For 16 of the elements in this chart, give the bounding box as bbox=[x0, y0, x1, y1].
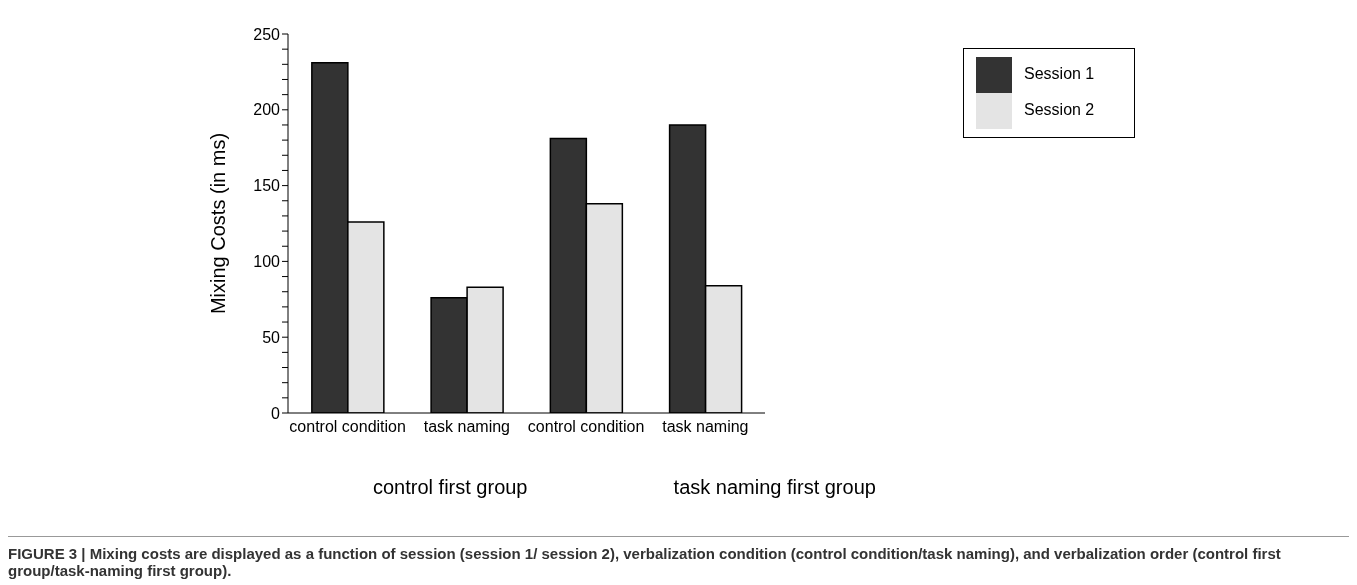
legend-label: Session 1 bbox=[1024, 65, 1095, 83]
caption: FIGURE 3 | Mixing costs are displayed as a function of session (session 1/ session 2), verbalization condition (control condition/task naming), and verbalization order (control first group/task-naming first group). bbox=[8, 536, 1349, 579]
x-tick-label: task naming bbox=[662, 418, 749, 436]
text: task naming first group bbox=[672, 476, 877, 499]
legend-label: Session 2 bbox=[1024, 101, 1095, 119]
x-tick-label: task naming bbox=[423, 418, 511, 436]
text: control first group bbox=[372, 476, 529, 499]
y-tick-label: 250 bbox=[253, 25, 281, 43]
y-tick-label: 50 bbox=[262, 328, 281, 346]
y-axis-title: Mixing Costs (in ms) bbox=[207, 132, 230, 315]
y-tick-label: 0 bbox=[271, 404, 281, 422]
x-tick-label: control condition bbox=[527, 418, 645, 436]
y-tick-label: 150 bbox=[253, 177, 281, 195]
x-tick-label: control condition bbox=[289, 418, 406, 436]
y-tick-label: 200 bbox=[253, 101, 281, 119]
y-tick-label: 100 bbox=[253, 253, 281, 271]
